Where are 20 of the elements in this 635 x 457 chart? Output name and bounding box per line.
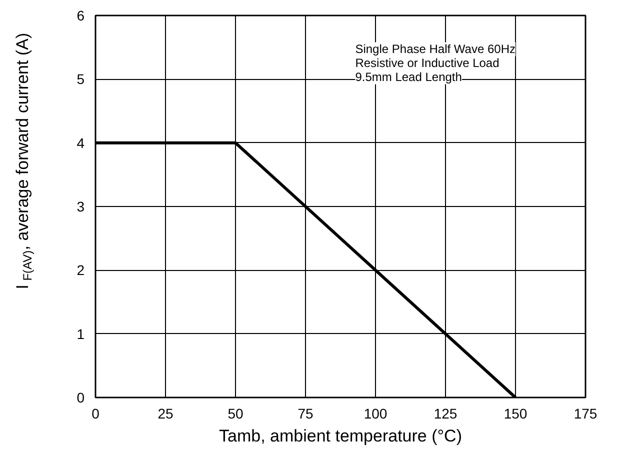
- annotation: 9.5mm Lead Length: [355, 70, 462, 84]
- y-tick-label: 3: [76, 198, 85, 214]
- x-tick-label: 50: [228, 406, 244, 422]
- annotation: Resistive or Inductive Load: [355, 56, 500, 70]
- annotation: Single Phase Half Wave 60Hz: [355, 42, 516, 56]
- x-tick-label: 100: [364, 406, 388, 422]
- y-tick-label: 2: [76, 262, 85, 278]
- x-axis-title: Tamb, ambient temperature (°C): [219, 426, 462, 446]
- x-tick-label: 0: [92, 406, 100, 422]
- x-tick-label: 175: [574, 406, 598, 422]
- x-tick-label: 75: [298, 406, 314, 422]
- y-tick-label: 0: [76, 390, 85, 406]
- x-tick-label: 125: [434, 406, 458, 422]
- y-tick-label: 6: [76, 8, 85, 24]
- x-tick-label: 25: [158, 406, 174, 422]
- y-axis-title: IF(AV), average forward current (A): [13, 32, 34, 290]
- y-tick-label: 1: [76, 326, 85, 342]
- y-tick-label: 4: [76, 134, 85, 151]
- x-tick-label: 150: [504, 406, 528, 422]
- y-tick-label: 5: [76, 71, 85, 88]
